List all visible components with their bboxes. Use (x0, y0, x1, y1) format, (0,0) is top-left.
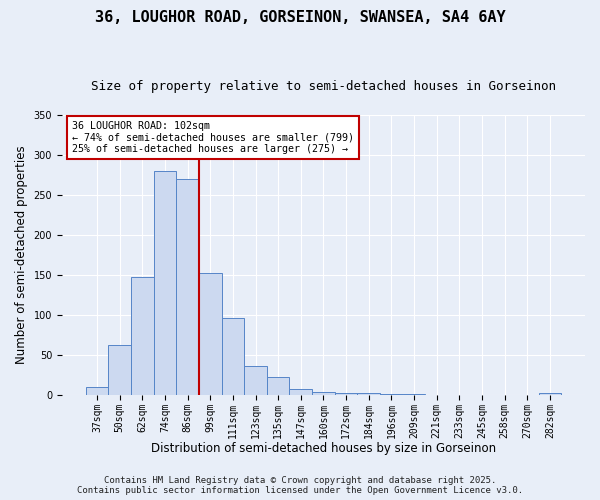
Bar (312, 392, 335, 395)
Bar (289, 388, 312, 395)
Y-axis label: Number of semi-detached properties: Number of semi-detached properties (15, 146, 28, 364)
Bar (154, 171, 176, 395)
Bar (267, 378, 289, 395)
Title: Size of property relative to semi-detached houses in Gorseinon: Size of property relative to semi-detach… (91, 80, 556, 93)
Bar (109, 344, 131, 395)
Text: 36 LOUGHOR ROAD: 102sqm
← 74% of semi-detached houses are smaller (799)
25% of s: 36 LOUGHOR ROAD: 102sqm ← 74% of semi-de… (73, 120, 355, 154)
Bar (244, 366, 267, 395)
Bar (176, 179, 199, 395)
Text: 36, LOUGHOR ROAD, GORSEINON, SWANSEA, SA4 6AY: 36, LOUGHOR ROAD, GORSEINON, SWANSEA, SA… (95, 10, 505, 25)
Text: Contains HM Land Registry data © Crown copyright and database right 2025.
Contai: Contains HM Land Registry data © Crown c… (77, 476, 523, 495)
X-axis label: Distribution of semi-detached houses by size in Gorseinon: Distribution of semi-detached houses by … (151, 442, 496, 455)
Bar (403, 394, 425, 395)
Bar (358, 394, 380, 395)
Bar (221, 318, 244, 395)
Bar (539, 394, 561, 395)
Bar (131, 276, 154, 395)
Bar (380, 394, 403, 395)
Bar (86, 387, 109, 395)
Bar (335, 394, 358, 395)
Bar (199, 274, 221, 395)
